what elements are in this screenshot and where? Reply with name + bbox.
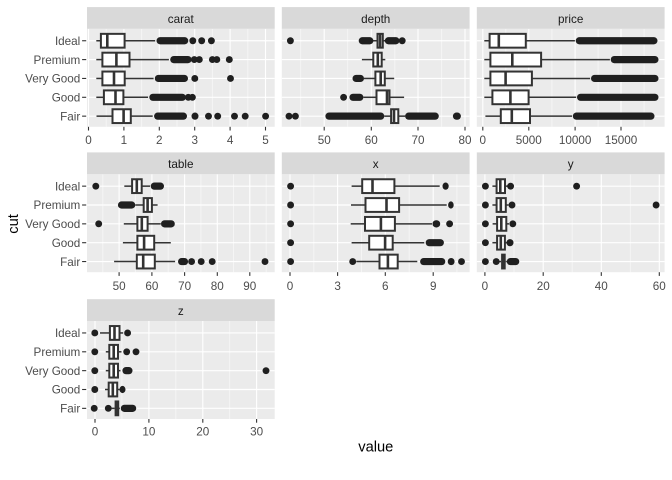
svg-text:Premium: Premium bbox=[34, 54, 81, 67]
svg-text:60: 60 bbox=[145, 280, 159, 293]
svg-text:Good: Good bbox=[52, 384, 81, 397]
svg-text:40: 40 bbox=[595, 280, 609, 293]
svg-text:cut: cut bbox=[6, 214, 22, 234]
svg-text:Very Good: Very Good bbox=[25, 218, 80, 231]
svg-text:Ideal: Ideal bbox=[55, 35, 80, 48]
svg-text:70: 70 bbox=[178, 280, 192, 293]
svg-text:50: 50 bbox=[113, 280, 127, 293]
svg-text:10: 10 bbox=[142, 426, 156, 439]
svg-text:value: value bbox=[358, 440, 393, 456]
svg-text:0: 0 bbox=[92, 426, 99, 439]
svg-text:Ideal: Ideal bbox=[55, 327, 80, 340]
svg-text:5: 5 bbox=[262, 134, 269, 147]
svg-text:z: z bbox=[178, 305, 184, 318]
svg-text:Good: Good bbox=[52, 92, 81, 105]
svg-text:Very Good: Very Good bbox=[25, 73, 80, 86]
svg-text:10000: 10000 bbox=[559, 134, 592, 147]
svg-text:15000: 15000 bbox=[605, 134, 638, 147]
svg-text:price: price bbox=[558, 13, 583, 26]
svg-text:table: table bbox=[168, 158, 193, 171]
svg-text:x: x bbox=[373, 158, 379, 171]
svg-text:4: 4 bbox=[227, 134, 234, 147]
svg-text:30: 30 bbox=[250, 426, 264, 439]
svg-text:9: 9 bbox=[430, 280, 437, 293]
svg-text:carat: carat bbox=[168, 13, 195, 26]
svg-text:60: 60 bbox=[653, 280, 667, 293]
svg-text:Fair: Fair bbox=[60, 256, 80, 269]
svg-text:0: 0 bbox=[287, 280, 294, 293]
svg-text:Ideal: Ideal bbox=[55, 180, 80, 193]
svg-text:depth: depth bbox=[361, 13, 390, 26]
svg-text:Very Good: Very Good bbox=[25, 365, 80, 378]
svg-text:5000: 5000 bbox=[516, 134, 543, 147]
svg-text:80: 80 bbox=[458, 134, 472, 147]
svg-text:0: 0 bbox=[482, 280, 489, 293]
svg-text:Fair: Fair bbox=[60, 110, 80, 123]
svg-text:1: 1 bbox=[121, 134, 128, 147]
svg-text:60: 60 bbox=[365, 134, 379, 147]
svg-text:6: 6 bbox=[382, 280, 389, 293]
svg-text:Good: Good bbox=[52, 237, 81, 250]
svg-text:0: 0 bbox=[85, 134, 92, 147]
svg-text:Premium: Premium bbox=[34, 199, 81, 212]
svg-text:Fair: Fair bbox=[60, 403, 80, 416]
svg-text:3: 3 bbox=[191, 134, 198, 147]
svg-text:90: 90 bbox=[243, 280, 257, 293]
svg-text:20: 20 bbox=[537, 280, 551, 293]
svg-text:3: 3 bbox=[334, 280, 341, 293]
svg-text:2: 2 bbox=[156, 134, 163, 147]
svg-text:0: 0 bbox=[480, 134, 487, 147]
svg-text:Premium: Premium bbox=[34, 346, 81, 359]
svg-text:70: 70 bbox=[411, 134, 425, 147]
svg-text:50: 50 bbox=[318, 134, 332, 147]
svg-text:20: 20 bbox=[196, 426, 210, 439]
svg-text:y: y bbox=[568, 158, 574, 171]
svg-text:80: 80 bbox=[211, 280, 225, 293]
